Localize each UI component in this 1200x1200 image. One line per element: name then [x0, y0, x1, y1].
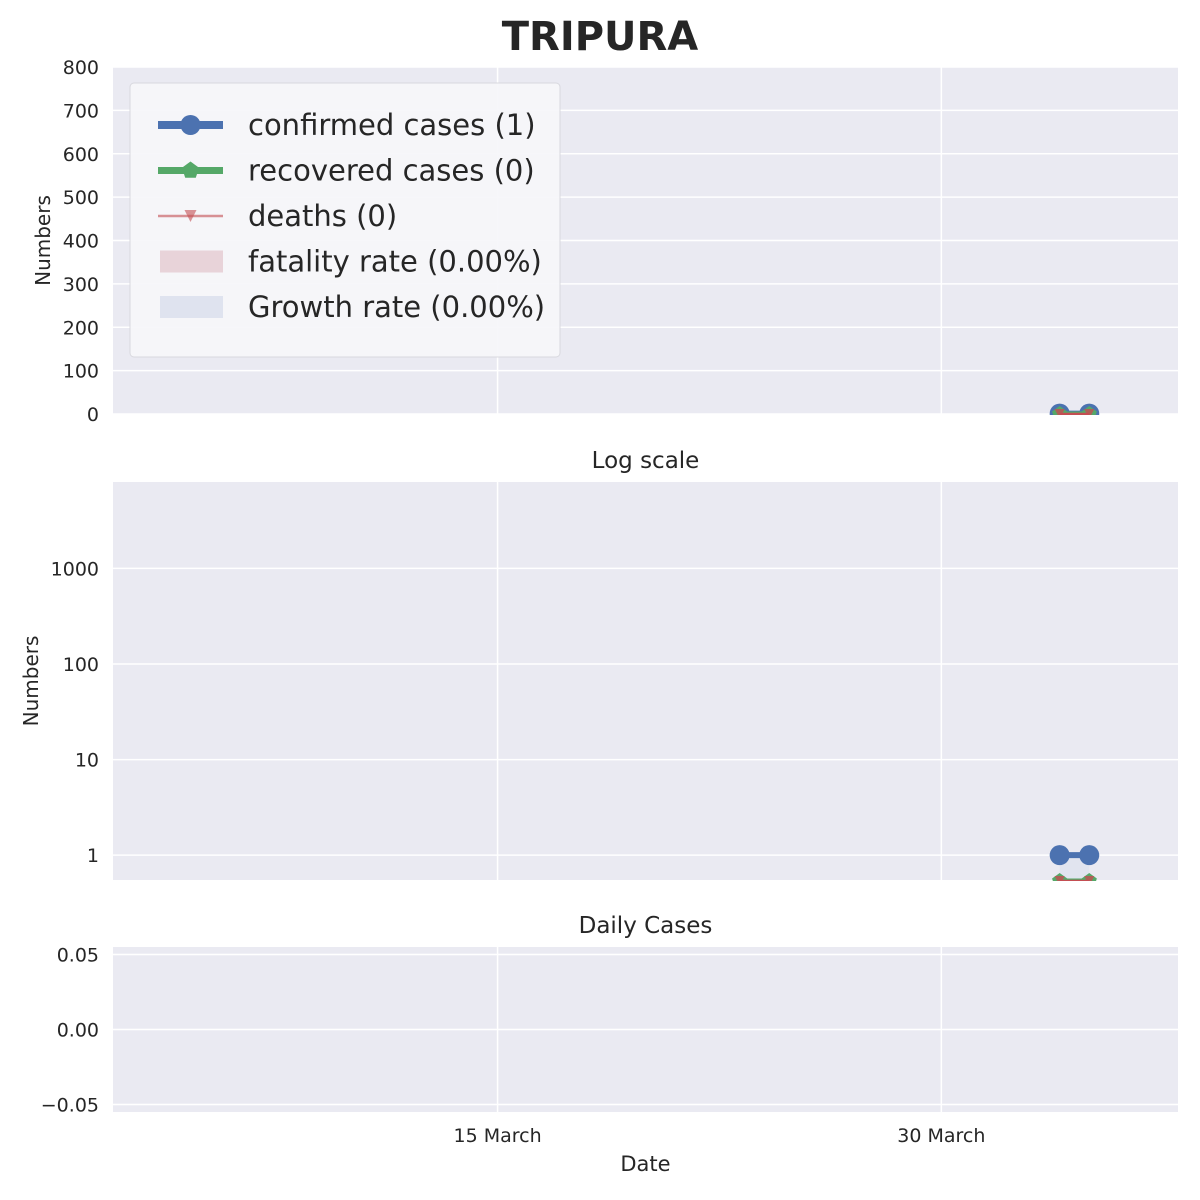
log-y-tick-label: 1 [87, 845, 99, 867]
figure-title: TRIPURA [501, 14, 699, 60]
legend-confirmed-label: confirmed cases (1) [248, 108, 536, 142]
daily-panel-title: Daily Cases [579, 913, 713, 939]
log-y-tick-label: 1000 [51, 558, 99, 580]
log-y-tick-label: 10 [75, 750, 99, 772]
main-y-tick-label: 300 [63, 274, 99, 296]
log-deaths-point [1084, 876, 1095, 881]
legend-growth_fill-label: Growth rate (0.00%) [248, 290, 545, 324]
main-y-tick-label: 0 [87, 404, 99, 426]
daily-y-tick-label: 0.05 [57, 945, 99, 967]
legend-recovered-label: recovered cases (0) [248, 154, 535, 188]
main-y-tick-label: 500 [63, 187, 99, 209]
main-y-tick-label: 100 [63, 361, 99, 383]
daily-y-tick-label: 0.00 [57, 1020, 99, 1042]
legend-box [129, 82, 561, 358]
log-confirmed-point [1079, 845, 1100, 866]
legend-recovered-marker-icon [181, 161, 200, 178]
daily-x-tick-label: 15 March [454, 1125, 542, 1147]
log-plot-area [113, 482, 1178, 880]
legend-confirmed-marker-icon [180, 115, 201, 135]
log-series-group [1049, 845, 1100, 881]
legend-growth_fill-patch-icon [160, 296, 223, 318]
main-y-axis-label: Numbers [31, 195, 55, 286]
log-deaths-point [1054, 876, 1065, 881]
main-y-tick-label: 400 [63, 231, 99, 253]
legend-fatality_fill-patch-icon [160, 250, 223, 273]
daily-x-axis-label: Date [620, 1152, 670, 1176]
main-series-group [1049, 403, 1100, 415]
main-y-tick-label: 700 [63, 100, 99, 122]
main-deaths-point [1084, 409, 1095, 415]
log-confirmed-point [1049, 845, 1070, 866]
log-y-axis-label: Numbers [19, 636, 43, 727]
daily-y-tick-label: −0.05 [41, 1095, 99, 1117]
daily-x-tick-label: 30 March [897, 1125, 985, 1147]
main-y-tick-label: 800 [63, 57, 99, 79]
main-y-tick-label: 200 [63, 317, 99, 339]
log-panel-title: Log scale [592, 448, 700, 474]
legend-fatality_fill-label: fatality rate (0.00%) [248, 245, 542, 279]
legend-deaths-label: deaths (0) [248, 199, 397, 233]
main-deaths-point [1054, 409, 1065, 415]
log-y-tick-label: 100 [63, 654, 99, 676]
legend-deaths-marker-icon [184, 210, 197, 222]
main-y-tick-label: 600 [63, 144, 99, 166]
